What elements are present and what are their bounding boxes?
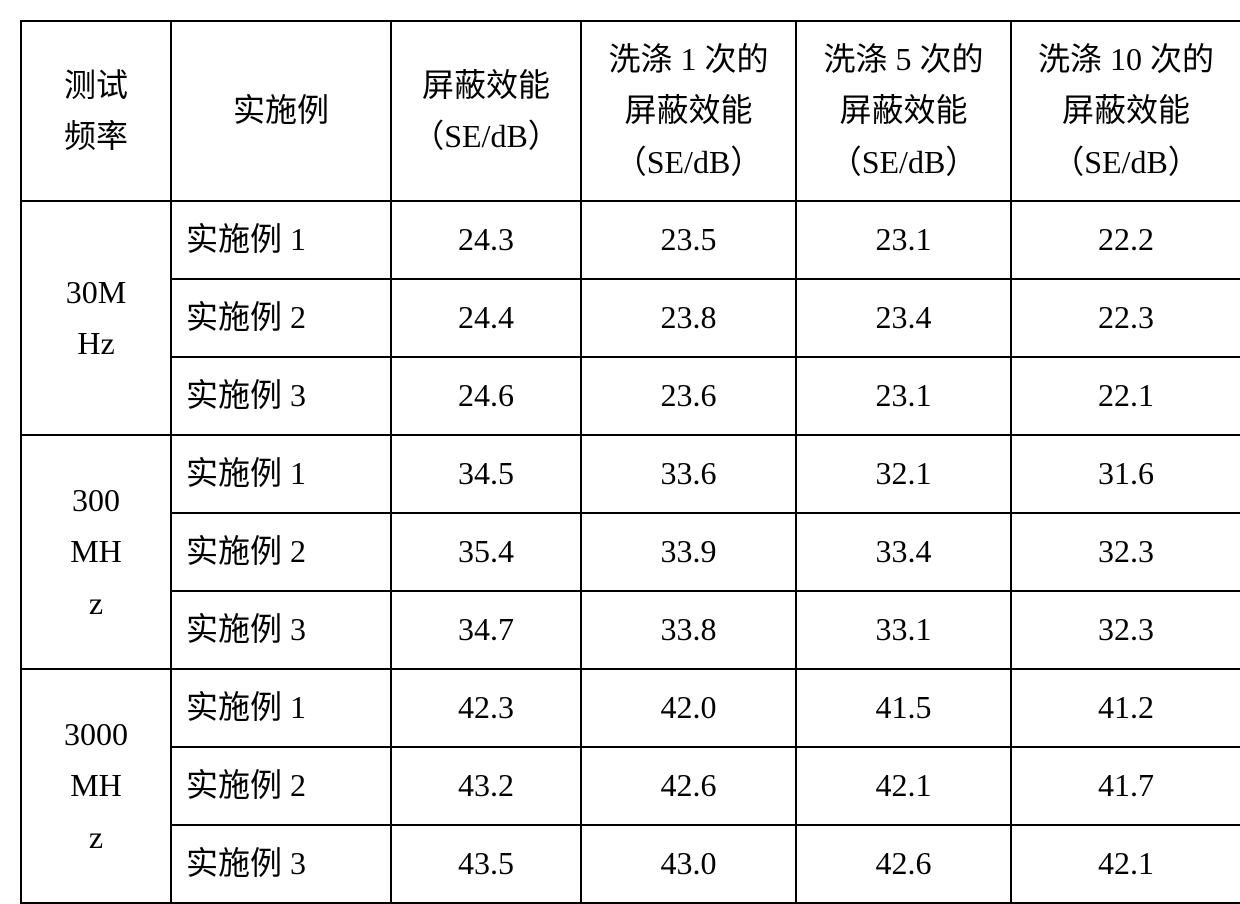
value-cell: 35.4 xyxy=(391,513,581,591)
value-cell: 42.0 xyxy=(581,669,796,747)
example-cell: 实施例 1 xyxy=(171,201,391,279)
shielding-effectiveness-table: 测试频率 实施例 屏蔽效能（SE/dB） 洗涤 1 次的屏蔽效能（SE/dB） … xyxy=(20,20,1240,904)
value-cell: 43.2 xyxy=(391,747,581,825)
value-cell: 24.6 xyxy=(391,357,581,435)
example-cell: 实施例 1 xyxy=(171,435,391,513)
example-cell: 实施例 2 xyxy=(171,747,391,825)
value-cell: 22.2 xyxy=(1011,201,1240,279)
example-cell: 实施例 3 xyxy=(171,591,391,669)
col-header-se: 屏蔽效能（SE/dB） xyxy=(391,21,581,201)
value-cell: 41.5 xyxy=(796,669,1011,747)
value-cell: 24.3 xyxy=(391,201,581,279)
value-cell: 33.8 xyxy=(581,591,796,669)
value-cell: 33.9 xyxy=(581,513,796,591)
value-cell: 32.1 xyxy=(796,435,1011,513)
value-cell: 42.6 xyxy=(581,747,796,825)
value-cell: 23.8 xyxy=(581,279,796,357)
value-cell: 42.6 xyxy=(796,825,1011,903)
value-cell: 42.1 xyxy=(796,747,1011,825)
value-cell: 23.1 xyxy=(796,357,1011,435)
value-cell: 42.3 xyxy=(391,669,581,747)
value-cell: 24.4 xyxy=(391,279,581,357)
table-row: 实施例 2 43.2 42.6 42.1 41.7 xyxy=(21,747,1240,825)
col-header-wash1: 洗涤 1 次的屏蔽效能（SE/dB） xyxy=(581,21,796,201)
frequency-cell: 3000MHz xyxy=(21,669,171,903)
table-row: 3000MHz 实施例 1 42.3 42.0 41.5 41.2 xyxy=(21,669,1240,747)
value-cell: 33.1 xyxy=(796,591,1011,669)
value-cell: 32.3 xyxy=(1011,591,1240,669)
col-header-wash5: 洗涤 5 次的屏蔽效能（SE/dB） xyxy=(796,21,1011,201)
value-cell: 33.4 xyxy=(796,513,1011,591)
table-header-row: 测试频率 实施例 屏蔽效能（SE/dB） 洗涤 1 次的屏蔽效能（SE/dB） … xyxy=(21,21,1240,201)
table-row: 实施例 3 34.7 33.8 33.1 32.3 xyxy=(21,591,1240,669)
frequency-cell: 300MHz xyxy=(21,435,171,669)
table-row: 实施例 2 35.4 33.9 33.4 32.3 xyxy=(21,513,1240,591)
value-cell: 22.3 xyxy=(1011,279,1240,357)
value-cell: 34.7 xyxy=(391,591,581,669)
value-cell: 23.1 xyxy=(796,201,1011,279)
table-row: 实施例 3 24.6 23.6 23.1 22.1 xyxy=(21,357,1240,435)
value-cell: 42.1 xyxy=(1011,825,1240,903)
example-cell: 实施例 2 xyxy=(171,513,391,591)
col-header-wash10: 洗涤 10 次的屏蔽效能（SE/dB） xyxy=(1011,21,1240,201)
table-row: 300MHz 实施例 1 34.5 33.6 32.1 31.6 xyxy=(21,435,1240,513)
value-cell: 34.5 xyxy=(391,435,581,513)
col-header-example: 实施例 xyxy=(171,21,391,201)
example-cell: 实施例 2 xyxy=(171,279,391,357)
value-cell: 23.6 xyxy=(581,357,796,435)
value-cell: 23.4 xyxy=(796,279,1011,357)
example-cell: 实施例 3 xyxy=(171,357,391,435)
table-row: 实施例 2 24.4 23.8 23.4 22.3 xyxy=(21,279,1240,357)
example-cell: 实施例 1 xyxy=(171,669,391,747)
value-cell: 43.0 xyxy=(581,825,796,903)
table-row: 实施例 3 43.5 43.0 42.6 42.1 xyxy=(21,825,1240,903)
value-cell: 23.5 xyxy=(581,201,796,279)
value-cell: 31.6 xyxy=(1011,435,1240,513)
value-cell: 32.3 xyxy=(1011,513,1240,591)
col-header-frequency: 测试频率 xyxy=(21,21,171,201)
value-cell: 33.6 xyxy=(581,435,796,513)
value-cell: 41.7 xyxy=(1011,747,1240,825)
value-cell: 41.2 xyxy=(1011,669,1240,747)
frequency-cell: 30MHz xyxy=(21,201,171,435)
example-cell: 实施例 3 xyxy=(171,825,391,903)
table-row: 30MHz 实施例 1 24.3 23.5 23.1 22.2 xyxy=(21,201,1240,279)
value-cell: 22.1 xyxy=(1011,357,1240,435)
value-cell: 43.5 xyxy=(391,825,581,903)
